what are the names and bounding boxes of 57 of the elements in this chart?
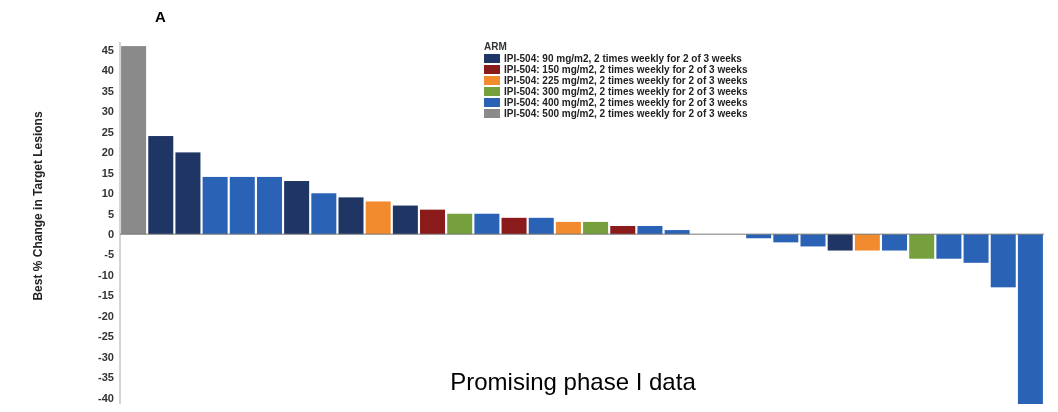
chart-title: A xyxy=(155,8,166,25)
legend-label: IPI-504: 400 mg/m2, 2 times weekly for 2 of 3 weeks xyxy=(504,97,748,108)
bar xyxy=(664,230,690,235)
legend-title: ARM xyxy=(484,41,507,52)
y-tick-label: -15 xyxy=(98,289,114,302)
bar xyxy=(365,201,391,235)
y-axis-title: Best % Change in Target Lesions xyxy=(31,111,45,301)
bar xyxy=(256,176,282,235)
bar xyxy=(882,234,908,251)
y-tick-label: 40 xyxy=(101,64,114,77)
bar xyxy=(800,234,826,247)
legend-label: IPI-504: 90 mg/m2, 2 times weekly for 2 of 3 weeks xyxy=(504,53,743,64)
bar xyxy=(963,234,989,263)
legend-label: IPI-504: 150 mg/m2, 2 times weekly for 2 of 3 weeks xyxy=(504,64,748,75)
y-tick-label: 45 xyxy=(101,44,114,57)
bar xyxy=(990,234,1016,288)
bar xyxy=(392,205,418,235)
y-tick-label: -20 xyxy=(98,309,114,322)
bar xyxy=(528,217,554,235)
y-tick-label: 25 xyxy=(101,125,114,138)
bar xyxy=(854,234,880,251)
y-tick-label: -5 xyxy=(104,248,114,261)
legend-label: IPI-504: 300 mg/m2, 2 times weekly for 2 of 3 weeks xyxy=(504,86,748,97)
y-tick-label: -10 xyxy=(98,268,114,281)
bar xyxy=(447,213,473,235)
bar xyxy=(827,234,853,251)
y-tick-label: 35 xyxy=(101,84,114,97)
y-tick-label: 15 xyxy=(101,166,114,179)
bar xyxy=(637,226,663,235)
bar xyxy=(610,226,636,235)
y-tick-label: -40 xyxy=(98,391,114,404)
bar xyxy=(175,152,201,235)
bar xyxy=(202,176,228,235)
bar xyxy=(909,234,935,259)
legend-label: IPI-504: 500 mg/m2, 2 times weekly for 2 of 3 weeks xyxy=(504,108,748,119)
bar xyxy=(474,213,500,235)
y-tick-label: -35 xyxy=(98,371,114,384)
annotation: Promising phase I data xyxy=(450,368,697,395)
bar xyxy=(284,181,310,235)
y-tick-label: 30 xyxy=(101,105,114,118)
bar xyxy=(420,209,446,235)
y-tick-label: 0 xyxy=(107,228,114,241)
bar xyxy=(148,136,174,235)
bar xyxy=(583,221,609,235)
bar xyxy=(338,197,364,235)
y-tick-label: 5 xyxy=(107,207,114,220)
bar xyxy=(555,221,581,235)
bar xyxy=(936,234,962,259)
bar xyxy=(311,193,337,235)
y-tick-label: 10 xyxy=(101,187,114,200)
y-tick-label: 20 xyxy=(101,146,114,159)
legend-label: IPI-504: 225 mg/m2, 2 times weekly for 2 of 3 weeks xyxy=(504,75,748,86)
bar xyxy=(501,217,527,235)
y-tick-label: -25 xyxy=(98,330,114,343)
bar xyxy=(229,176,255,235)
y-tick-label: -30 xyxy=(98,350,114,363)
bar xyxy=(121,46,147,235)
